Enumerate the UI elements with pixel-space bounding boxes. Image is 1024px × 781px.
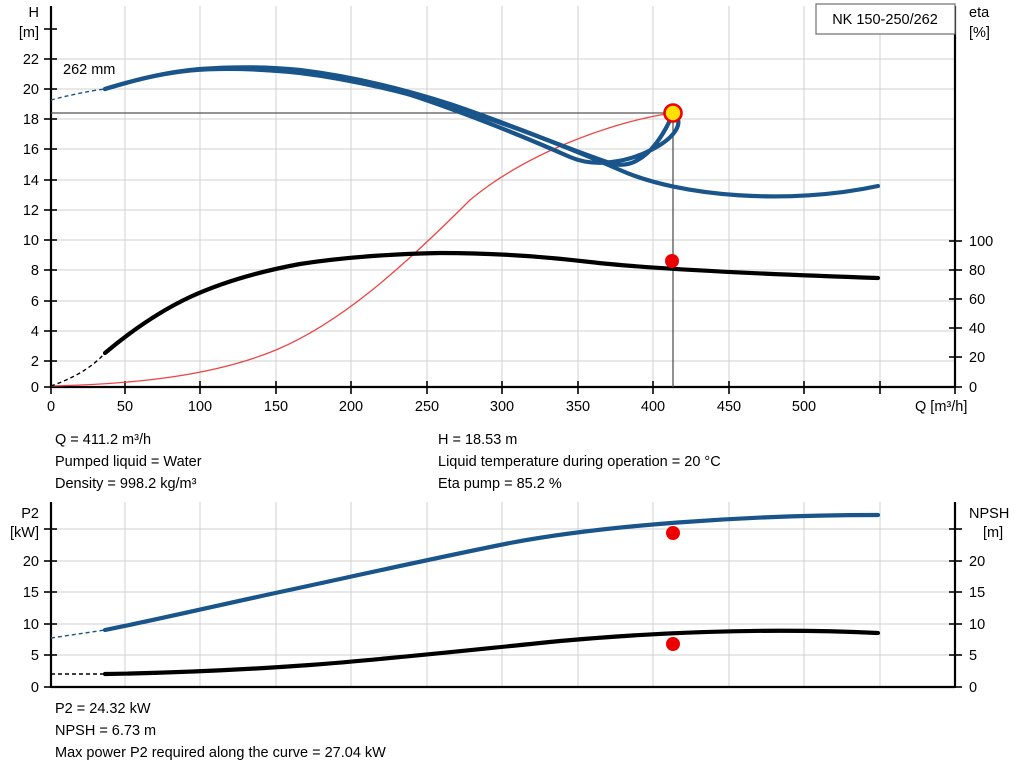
tick-q-500: 500 — [792, 399, 816, 415]
top-chart-x-tick-labels: 0 50 100 150 200 250 300 350 400 450 500… — [47, 399, 967, 415]
bottom-chart-right-tick-labels: 0 5 10 15 20 — [969, 554, 985, 696]
tick-h-16: 16 — [23, 142, 39, 158]
top-chart-left-tick-labels: 0 2 4 6 8 10 12 14 16 18 20 22 — [23, 52, 39, 396]
info-p2: P2 = 24.32 kW — [55, 701, 151, 717]
bottom-chart-axes — [49, 502, 957, 689]
bottom-chart-left-axis-title: P2 [kW] — [10, 506, 39, 541]
info-liquid-temperature: Liquid temperature during operation = 20… — [438, 454, 721, 470]
system-curve — [50, 112, 674, 387]
duty-point-marker[interactable] — [663, 103, 683, 123]
tick-p2-0: 0 — [31, 680, 39, 696]
axis-title-h: H — [29, 5, 39, 21]
p2-curve-extrapolation — [50, 629, 106, 639]
top-chart-right-ticks — [949, 240, 962, 388]
tick-eta-100: 100 — [969, 234, 993, 250]
npsh-curve — [102, 628, 881, 677]
tick-p2-10: 10 — [23, 617, 39, 633]
bottom-chart-right-ticks — [949, 528, 962, 688]
info-head: H = 18.53 m — [438, 432, 518, 448]
top-chart-right-axis-title: eta [%] — [969, 5, 990, 41]
tick-eta-60: 60 — [969, 292, 985, 308]
bottom-chart-gridlines — [51, 502, 955, 686]
tick-p2-20: 20 — [23, 554, 39, 570]
p2-curve — [102, 512, 881, 633]
tick-q-300: 300 — [490, 399, 514, 415]
axis-unit-npsh-m: [m] — [983, 525, 1003, 541]
tick-h-4: 4 — [31, 324, 39, 340]
info-density: Density = 998.2 kg/m³ — [55, 476, 197, 492]
tick-q-0: 0 — [47, 399, 55, 415]
info-flow-rate: Q = 411.2 m³/h — [55, 432, 152, 448]
tick-eta-80: 80 — [969, 263, 985, 279]
tick-h-2: 2 — [31, 354, 39, 370]
tick-p2-15: 15 — [23, 585, 39, 601]
tick-h-14: 14 — [23, 173, 39, 189]
chart-title-box: NK 150-250/262 — [815, 3, 956, 35]
tick-h-12: 12 — [23, 203, 39, 219]
top-chart-right-tick-labels: 0 20 40 60 80 100 — [969, 234, 993, 396]
tick-h-22: 22 — [23, 52, 39, 68]
tick-npsh-0: 0 — [969, 680, 977, 696]
tick-npsh-10: 10 — [969, 617, 985, 633]
power-info-block: P2 = 24.32 kW NPSH = 6.73 m Max power P2… — [55, 698, 386, 764]
tick-q-150: 150 — [264, 399, 288, 415]
axis-unit-h-meter: [m] — [19, 25, 39, 41]
eta-curve-extrapolation — [50, 352, 106, 387]
p2-point-marker[interactable] — [666, 526, 680, 540]
top-chart-cursor-lines — [51, 112, 674, 387]
duty-info-right-column: H = 18.53 m Liquid temperature during op… — [438, 429, 721, 495]
info-pumped-liquid: Pumped liquid = Water — [55, 454, 202, 470]
tick-q-450: 450 — [717, 399, 741, 415]
tick-npsh-20: 20 — [969, 554, 985, 570]
axis-title-p2: P2 — [21, 506, 39, 522]
top-chart-x-ticks — [50, 381, 956, 394]
head-curve-extrapolation — [50, 88, 106, 101]
tick-eta-20: 20 — [969, 350, 985, 366]
tick-h-8: 8 — [31, 263, 39, 279]
tick-eta-0: 0 — [969, 380, 977, 396]
tick-q-350: 350 — [566, 399, 590, 415]
axis-unit-p2-kw: [kW] — [10, 525, 39, 541]
tick-q-100: 100 — [188, 399, 212, 415]
tick-q-250: 250 — [415, 399, 439, 415]
impeller-size-label: 262 mm — [63, 62, 115, 78]
tick-h-20: 20 — [23, 82, 39, 98]
bottom-chart-left-ticks — [44, 528, 57, 688]
info-npsh: NPSH = 6.73 m — [55, 723, 157, 739]
tick-q-50: 50 — [117, 399, 133, 415]
axis-title-npsh: NPSH — [969, 506, 1009, 522]
info-eta-pump: Eta pump = 85.2 % — [438, 476, 562, 492]
bottom-chart-left-tick-labels: 0 5 10 15 20 — [23, 554, 39, 696]
tick-eta-40: 40 — [969, 321, 985, 337]
axis-unit-eta-pct: [%] — [969, 25, 990, 41]
npsh-point-marker[interactable] — [666, 637, 680, 651]
top-chart-left-axis-title: H [m] — [19, 5, 39, 41]
tick-npsh-15: 15 — [969, 585, 985, 601]
tick-p2-5: 5 — [31, 648, 39, 664]
tick-h-10: 10 — [23, 233, 39, 249]
head-curve-main — [102, 66, 881, 199]
top-chart-gridlines — [51, 6, 955, 386]
head-curve — [102, 65, 681, 167]
tick-npsh-5: 5 — [969, 648, 977, 664]
info-max-power: Max power P2 required along the curve = … — [55, 745, 386, 761]
tick-q-400: 400 — [641, 399, 665, 415]
bottom-chart-right-axis-title: NPSH [m] — [969, 506, 1009, 541]
duty-info-left-column: Q = 411.2 m³/h Pumped liquid = Water Den… — [55, 429, 202, 495]
axis-title-eta: eta — [969, 5, 990, 21]
tick-h-6: 6 — [31, 294, 39, 310]
tick-h-0: 0 — [31, 380, 39, 396]
tick-q-200: 200 — [339, 399, 363, 415]
eta-point-marker[interactable] — [665, 254, 679, 268]
pump-model-label: NK 150-250/262 — [832, 12, 938, 28]
eta-curve — [102, 250, 881, 356]
axis-title-q: Q [m³/h] — [915, 399, 967, 415]
tick-h-18: 18 — [23, 112, 39, 128]
